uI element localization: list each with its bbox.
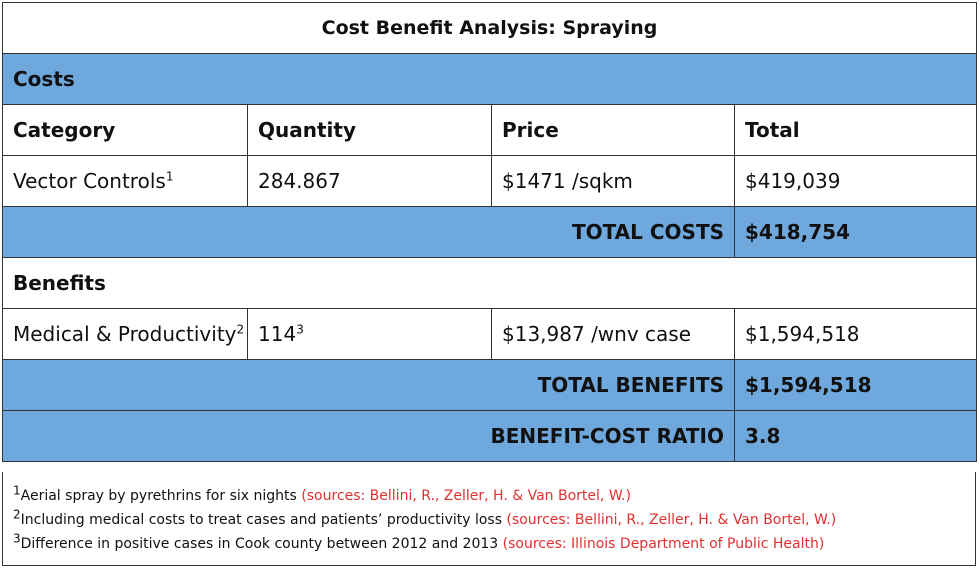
medical-quantity-cell: 1143 — [247, 308, 492, 360]
total-benefits-value: $1,594,518 — [733, 359, 978, 411]
costs-header: Costs — [1, 53, 978, 105]
footnote-source: (sources: Bellini, R., Zeller, H. & Van … — [506, 512, 837, 528]
medical-total: $1,594,518 — [733, 308, 978, 360]
total-costs-value: $418,754 — [733, 206, 978, 258]
total-costs-label: TOTAL COSTS — [2, 206, 735, 258]
table-row: Medical & Productivity2 1143 $13,987 /wn… — [2, 308, 978, 360]
benefits-header: Benefits — [1, 257, 978, 309]
ratio-label: BENEFIT-COST RATIO — [2, 410, 735, 462]
footnote-text: Including medical costs to treat cases a… — [20, 512, 507, 528]
total-costs-row: TOTAL COSTS $418,754 — [2, 206, 978, 258]
footnote-number: 3 — [13, 531, 21, 546]
footnote-ref: 1 — [165, 169, 174, 184]
footnote: 3Difference in positive cases in Cook co… — [13, 532, 965, 556]
ratio-value: 3.8 — [733, 410, 978, 462]
vector-price: $1471 /sqkm — [491, 155, 735, 207]
column-header-price: Price — [491, 104, 735, 156]
vector-total: $419,039 — [733, 155, 978, 207]
footnote: 1Aerial spray by pyrethrins for six nigh… — [13, 484, 965, 508]
column-header-total: Total — [733, 104, 978, 156]
benefits-header-row: Benefits — [1, 257, 978, 309]
footnote-ref: 2 — [236, 322, 245, 337]
footnote-number: 2 — [13, 507, 21, 522]
footnote-text: Aerial spray by pyrethrins for six night… — [20, 488, 302, 504]
table-row: Vector Controls1 284.867 $1471 /sqkm $41… — [2, 155, 978, 207]
column-header-quantity: Quantity — [247, 104, 492, 156]
footnote-source: (sources: Bellini, R., Zeller, H. & Van … — [301, 488, 631, 504]
medical-category-cell: Medical & Productivity2 — [2, 308, 248, 360]
total-benefits-label: TOTAL BENEFITS — [2, 359, 735, 411]
total-benefits-row: TOTAL BENEFITS $1,594,518 — [2, 359, 978, 411]
vector-category: Vector Controls — [13, 169, 166, 193]
vector-quantity: 284.867 — [247, 155, 492, 207]
footnote-ref: 3 — [296, 322, 304, 337]
column-header-category: Category — [2, 104, 248, 156]
medical-quantity: 114 — [258, 322, 297, 346]
medical-category: Medical & Productivity — [13, 322, 237, 346]
title-row: Cost Benefit Analysis: Spraying — [1, 2, 978, 54]
ratio-row: BENEFIT-COST RATIO 3.8 — [2, 410, 978, 462]
footnote-source: (sources: Illinois Department of Public … — [502, 536, 825, 552]
cost-benefit-table: Cost Benefit Analysis: Spraying Costs Ca… — [1, 2, 978, 462]
column-header-row: Category Quantity Price Total — [2, 104, 978, 156]
footnote: 2Including medical costs to treat cases … — [13, 508, 965, 532]
costs-header-row: Costs — [1, 53, 978, 105]
footnotes: 1Aerial spray by pyrethrins for six nigh… — [2, 472, 976, 566]
vector-category-cell: Vector Controls1 — [2, 155, 248, 207]
footnote-text: Difference in positive cases in Cook cou… — [20, 536, 503, 552]
medical-price: $13,987 /wnv case — [491, 308, 735, 360]
footnote-number: 1 — [13, 483, 21, 498]
table-title: Cost Benefit Analysis: Spraying — [1, 2, 978, 54]
